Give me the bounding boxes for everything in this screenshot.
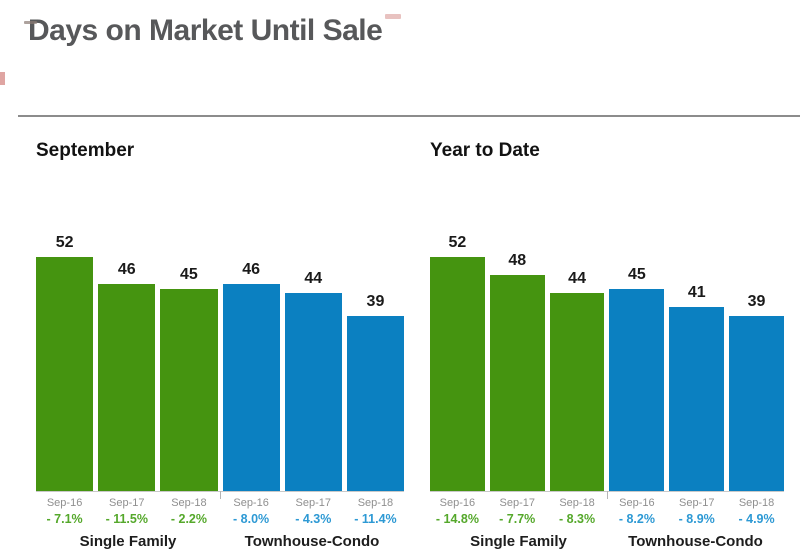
change-label: - 11.5%: [105, 512, 148, 526]
bar-value-label: 48: [508, 252, 527, 269]
crop-mark-left-edge: [0, 72, 5, 85]
period-label: Sep-18: [738, 497, 775, 509]
change-label: - 7.1%: [46, 512, 83, 526]
bar-cell-single-family-sep-17: 48: [489, 168, 545, 491]
period-label: Sep-16: [46, 497, 83, 509]
period-cell: Sep-18 - 4.9%: [729, 497, 784, 526]
bar-townhouse-condo-sep-17: [669, 306, 725, 491]
group-labels-row: Single Family Townhouse-Condo: [36, 533, 404, 550]
bar-cell-single-family-sep-18: 45: [160, 168, 218, 491]
bar-cell-townhouse-condo-sep-17: 44: [284, 168, 342, 491]
period-label: Sep-18: [357, 497, 394, 509]
bar-single-family-sep-17: [489, 275, 545, 491]
group-labels-row: Single Family Townhouse-Condo: [430, 533, 784, 550]
bar-cell-single-family-sep-18: 44: [549, 168, 605, 491]
period-cell: Sep-18 - 11.4%: [347, 497, 404, 526]
period-label: Sep-18: [559, 497, 595, 509]
period-cell: Sep-16 - 8.2%: [609, 497, 664, 526]
bar-single-family-sep-18: [549, 293, 605, 491]
bar-value-label: 39: [366, 292, 385, 310]
bar-cell-townhouse-condo-sep-18: 39: [346, 168, 405, 491]
page-title: Days on Market Until Sale: [28, 14, 383, 47]
period-label: Sep-17: [109, 497, 145, 509]
period-label: Sep-16: [439, 497, 476, 509]
period-cell: Sep-17 - 4.3%: [285, 497, 342, 526]
change-label: - 11.4%: [354, 512, 397, 526]
bar-single-family-sep-18: [160, 288, 218, 491]
bar-value-label: 46: [117, 261, 136, 278]
period-row: Sep-16- 7.1% Sep-17- 11.5% Sep-18- 2.2% Sep…: [36, 497, 404, 526]
chart-panel-september: September 52 46 45 46 44 39 Sep-16 - 7.1% Sep-17…: [36, 140, 405, 550]
period-cell: Sep-16 - 7.1%: [36, 497, 93, 526]
bar-value-label: 44: [568, 270, 586, 287]
bar-value-label: 52: [55, 234, 74, 251]
bar-townhouse-condo-sep-17: [284, 293, 342, 491]
panel-title-year-to-date: Year to Date: [430, 140, 540, 161]
change-label: - 2.2%: [170, 512, 207, 526]
change-label: - 8.3%: [559, 512, 596, 526]
change-label: - 8.2%: [618, 512, 655, 526]
bar-townhouse-condo-sep-18: [346, 315, 405, 491]
bar-value-label: 52: [448, 234, 467, 251]
bar-value-label: 41: [687, 283, 706, 301]
bar-chart-year-to-date: 52 48 44 45 41 39 Sep-16- 14.8% Sep-17- 7.7% Sep…: [430, 168, 784, 550]
change-label: - 7.7%: [499, 512, 536, 526]
group-label-townhouse-condo: Townhouse-Condo: [244, 533, 380, 550]
period-cell: Sep-18 - 8.3%: [550, 497, 605, 526]
period-label: Sep-16: [619, 497, 655, 509]
bar-townhouse-condo-sep-18: [729, 315, 784, 491]
bar-cell-townhouse-condo-sep-17: 41: [669, 168, 725, 491]
change-label: - 4.3%: [295, 512, 332, 526]
group-label-single-family: Single Family: [470, 533, 567, 550]
period-cell: Sep-18 - 2.2%: [160, 497, 217, 526]
period-label: Sep-17: [295, 497, 332, 509]
period-label: Sep-16: [233, 497, 269, 509]
bar-single-family-sep-16: [36, 257, 94, 491]
period-cell: Sep-17 - 11.5%: [98, 497, 155, 526]
plot-area: 52 46 45 46 44 39: [36, 168, 405, 499]
change-label: - 4.9%: [738, 512, 775, 526]
group-divider-tick: [607, 491, 608, 499]
period-label: Sep-18: [171, 497, 207, 509]
period-cell: Sep-17 - 8.9%: [669, 497, 724, 526]
period-row: Sep-16- 14.8% Sep-17- 7.7% Sep-18- 8.3% Sep…: [430, 497, 784, 526]
bar-townhouse-condo-sep-16: [609, 288, 665, 491]
period-cell: Sep-17 - 7.7%: [490, 497, 545, 526]
crop-mark-top-left: [24, 21, 37, 24]
bar-single-family-sep-16: [430, 257, 485, 491]
chart-panel-year-to-date: Year to Date 52 48 44 45 41 39 Sep-16- 14.8% Se…: [430, 140, 784, 550]
group-divider-tick: [220, 491, 221, 499]
bar-value-label: 45: [180, 265, 198, 283]
crop-mark-top-center: [385, 14, 401, 19]
bar-cell-townhouse-condo-sep-16: 45: [609, 168, 665, 491]
change-label: - 14.8%: [435, 512, 479, 526]
bar-value-label: 45: [628, 265, 646, 283]
group-label-townhouse-condo: Townhouse-Condo: [628, 533, 763, 550]
bar-townhouse-condo-sep-16: [222, 284, 280, 491]
bar-cell-single-family-sep-16: 52: [430, 168, 485, 491]
period-cell: Sep-16 - 14.8%: [430, 497, 485, 526]
plot-area: 52 48 44 45 41 39: [430, 168, 784, 499]
change-label: - 8.9%: [678, 512, 715, 526]
bar-chart-september: 52 46 45 46 44 39 Sep-16- 7.1% Sep-17- 11.5% Sep…: [36, 168, 405, 550]
charts-row: September 52 46 45 46 44 39 Sep-16 - 7.1% Sep-17…: [36, 140, 784, 550]
period-cell: Sep-16 - 8.0%: [223, 497, 280, 526]
title-divider-rule: [18, 115, 800, 117]
bar-value-label: 44: [304, 270, 323, 287]
period-label: Sep-17: [499, 497, 535, 509]
group-label-single-family: Single Family: [79, 533, 177, 550]
bar-cell-single-family-sep-16: 52: [36, 168, 94, 491]
period-label: Sep-17: [678, 497, 715, 509]
bar-cell-single-family-sep-17: 46: [98, 168, 156, 491]
bar-cell-townhouse-condo-sep-16: 46: [222, 168, 280, 491]
change-label: - 8.0%: [233, 512, 270, 526]
bar-value-label: 39: [747, 292, 766, 310]
bar-cell-townhouse-condo-sep-18: 39: [729, 168, 784, 491]
bar-value-label: 46: [242, 261, 260, 278]
bar-single-family-sep-17: [98, 284, 156, 491]
panel-title-september: September: [36, 140, 135, 161]
